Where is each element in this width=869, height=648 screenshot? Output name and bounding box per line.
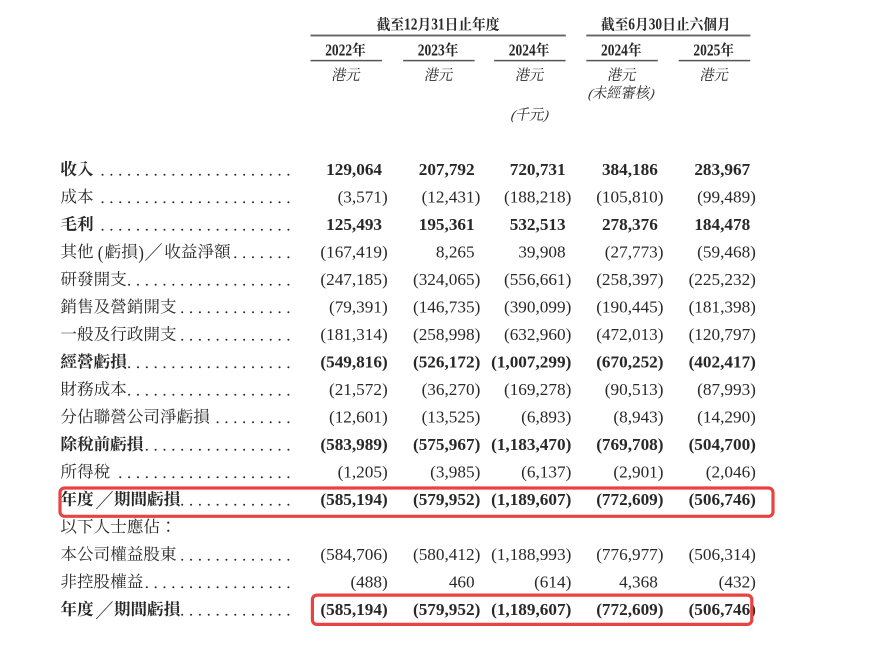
- svg-text:2023: 2023: [418, 40, 445, 59]
- svg-text:(99,489): (99,489): [697, 187, 756, 206]
- svg-text:(580,412): (580,412): [413, 545, 480, 564]
- svg-text:(585,194): (585,194): [320, 490, 387, 509]
- svg-text:(8,943): (8,943): [613, 407, 663, 426]
- svg-text:(614): (614): [534, 572, 571, 591]
- svg-text:207,792: 207,792: [419, 160, 475, 179]
- svg-text:(27,773): (27,773): [605, 242, 664, 261]
- svg-text:8,265: 8,265: [436, 242, 475, 261]
- svg-text:195,361: 195,361: [419, 215, 475, 234]
- svg-text:(2,046): (2,046): [706, 462, 756, 481]
- svg-text:(225,232): (225,232): [689, 270, 756, 289]
- svg-text:(670,252): (670,252): [596, 352, 663, 371]
- svg-text:(181,314): (181,314): [320, 325, 387, 344]
- svg-text:(169,278): (169,278): [504, 380, 571, 399]
- svg-text:(579,952): (579,952): [413, 490, 480, 509]
- svg-text:720,731: 720,731: [510, 160, 566, 179]
- svg-text:(3,571): (3,571): [338, 187, 388, 206]
- svg-text:(549,816): (549,816): [320, 352, 387, 371]
- svg-text:4,368: 4,368: [619, 572, 658, 591]
- svg-text:283,967: 283,967: [694, 160, 750, 179]
- svg-text:(632,960): (632,960): [504, 325, 571, 344]
- svg-text:(1,189,607): (1,189,607): [491, 490, 571, 509]
- svg-text:(584,706): (584,706): [320, 545, 387, 564]
- svg-text:(504,700): (504,700): [689, 435, 756, 454]
- svg-text:278,376: 278,376: [602, 215, 658, 234]
- svg-text:384,186: 384,186: [602, 160, 658, 179]
- svg-text:(772,609): (772,609): [596, 600, 663, 619]
- svg-text:(190,445): (190,445): [596, 297, 663, 316]
- svg-text:(402,417): (402,417): [689, 352, 756, 371]
- svg-text:(769,708): (769,708): [596, 435, 663, 454]
- svg-text:184,478: 184,478: [694, 215, 750, 234]
- svg-text:(21,572): (21,572): [329, 380, 388, 399]
- svg-text:12: 12: [404, 15, 417, 34]
- svg-text:460: 460: [449, 572, 475, 591]
- svg-text:(1,205): (1,205): [338, 462, 388, 481]
- svg-text:(167,419): (167,419): [320, 242, 387, 261]
- svg-text:(1,189,607): (1,189,607): [491, 600, 571, 619]
- svg-text:(59,468): (59,468): [697, 242, 756, 261]
- svg-text:(105,810): (105,810): [596, 187, 663, 206]
- svg-text:129,064: 129,064: [326, 160, 382, 179]
- svg-text:(556,661): (556,661): [504, 270, 571, 289]
- svg-text:(488): (488): [350, 572, 387, 591]
- svg-text:(324,065): (324,065): [413, 270, 480, 289]
- svg-text:(188,218): (188,218): [504, 187, 571, 206]
- svg-text:(120,797): (120,797): [689, 325, 756, 344]
- svg-text:(13,525): (13,525): [422, 407, 481, 426]
- svg-text:(14,290): (14,290): [697, 407, 756, 426]
- svg-text:(1,007,299): (1,007,299): [491, 352, 571, 371]
- svg-text:(12,601): (12,601): [329, 407, 388, 426]
- svg-text:): ): [542, 108, 551, 124]
- svg-text:(506,746): (506,746): [689, 600, 756, 619]
- svg-text:(87,993): (87,993): [697, 380, 756, 399]
- svg-text:): ): [647, 86, 656, 102]
- svg-text:(146,735): (146,735): [413, 297, 480, 316]
- svg-text:(526,172): (526,172): [413, 352, 480, 371]
- svg-text:125,493: 125,493: [326, 215, 382, 234]
- svg-text:(585,194): (585,194): [320, 600, 387, 619]
- svg-text:(506,746): (506,746): [689, 490, 756, 509]
- svg-text:(579,952): (579,952): [413, 600, 480, 619]
- svg-text:31: 31: [431, 15, 444, 34]
- svg-text:(506,314): (506,314): [689, 545, 756, 564]
- svg-text:(12,431): (12,431): [422, 187, 481, 206]
- svg-text:(2,901): (2,901): [613, 462, 663, 481]
- svg-text:(390,099): (390,099): [504, 297, 571, 316]
- svg-text:(776,977): (776,977): [596, 545, 663, 564]
- svg-text:(: (: [587, 86, 596, 102]
- svg-text:6: 6: [628, 15, 635, 34]
- svg-text:(247,185): (247,185): [320, 270, 387, 289]
- svg-text:532,513: 532,513: [510, 215, 566, 234]
- svg-text:(472,013): (472,013): [596, 325, 663, 344]
- svg-text:(432): (432): [719, 572, 756, 591]
- svg-text:): ): [138, 242, 144, 264]
- svg-text:(6,893): (6,893): [521, 407, 571, 426]
- svg-text:(79,391): (79,391): [329, 297, 388, 316]
- svg-text:(181,398): (181,398): [689, 297, 756, 316]
- svg-text:(583,989): (583,989): [320, 435, 387, 454]
- svg-text:30: 30: [649, 15, 662, 34]
- svg-text:(: (: [98, 242, 104, 264]
- svg-text:2025: 2025: [693, 40, 720, 59]
- svg-text:(258,998): (258,998): [413, 325, 480, 344]
- svg-text:(258,397): (258,397): [596, 270, 663, 289]
- svg-text:(6,137): (6,137): [521, 462, 571, 481]
- svg-text:(1,188,993): (1,188,993): [491, 545, 571, 564]
- svg-text:2024: 2024: [601, 40, 628, 59]
- svg-text:(1,183,470): (1,183,470): [491, 435, 571, 454]
- svg-text:2024: 2024: [509, 40, 536, 59]
- svg-text:(36,270): (36,270): [422, 380, 481, 399]
- svg-text:(90,513): (90,513): [605, 380, 664, 399]
- svg-text:(3,985): (3,985): [430, 462, 480, 481]
- svg-text:(772,609): (772,609): [596, 490, 663, 509]
- svg-text:39,908: 39,908: [518, 242, 565, 261]
- svg-text:(: (: [510, 108, 519, 124]
- svg-text:(575,967): (575,967): [413, 435, 480, 454]
- svg-text:2022: 2022: [325, 40, 352, 59]
